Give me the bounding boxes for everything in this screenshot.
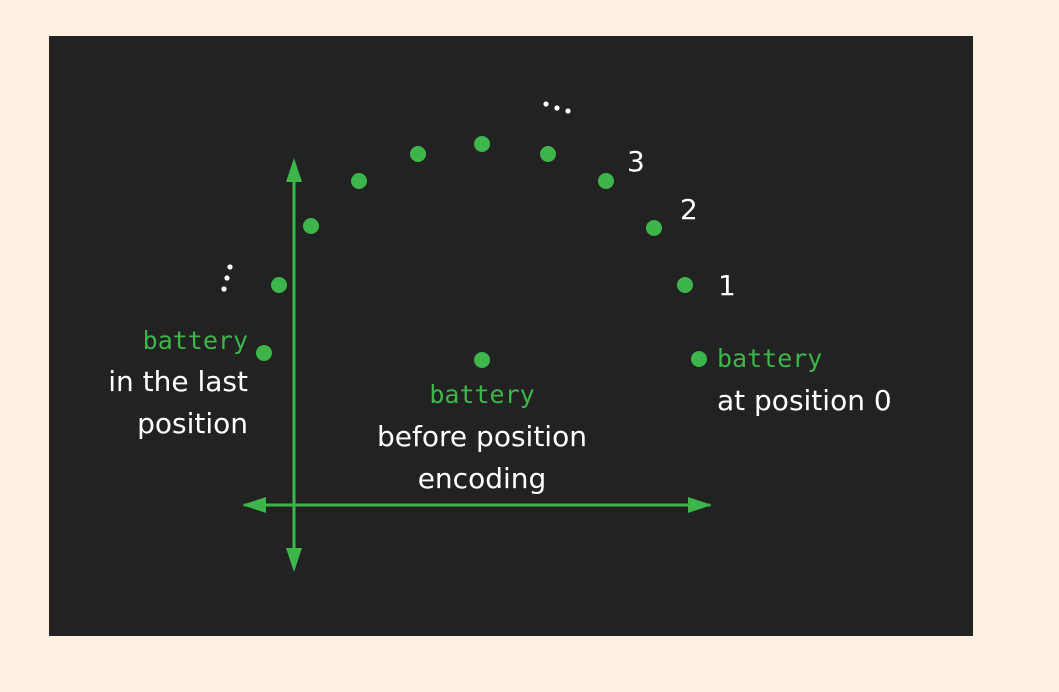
dot-position-4 (540, 146, 556, 162)
position-dots (256, 136, 707, 368)
dot-position-7 (351, 173, 367, 189)
first-position-token: battery (717, 344, 822, 373)
index-label-2: 2 (680, 193, 698, 226)
dot-position-2 (646, 220, 662, 236)
last-position-token: battery (143, 326, 248, 355)
ellipsis-left-icon (221, 264, 233, 292)
dot-position-9 (271, 277, 287, 293)
horizontal-axis-arrow-right (688, 497, 712, 513)
first-position-line1: at position 0 (717, 384, 892, 417)
dot-before-encoding (474, 352, 490, 368)
dot-position-3 (598, 173, 614, 189)
dot-position-0 (691, 351, 707, 367)
center-line2: encoding (418, 462, 547, 495)
index-label-1: 1 (718, 269, 736, 302)
center-token: battery (429, 380, 534, 409)
horizontal-axis-arrow-left (242, 497, 266, 513)
index-label-3: 3 (627, 145, 645, 178)
last-position-line2: position (137, 407, 248, 440)
vertical-axis-arrow-bottom (286, 548, 302, 572)
vertical-axis-arrow-top (286, 158, 302, 182)
ellipsis-top-icon (543, 101, 571, 114)
last-position-line1: in the last (108, 365, 248, 398)
diagram-panel (49, 36, 973, 636)
dot-position-5 (474, 136, 490, 152)
dot-position-1 (677, 277, 693, 293)
dot-position-6 (410, 146, 426, 162)
dot-position-8 (303, 218, 319, 234)
center-line1: before position (377, 420, 587, 453)
dot-last-position (256, 345, 272, 361)
